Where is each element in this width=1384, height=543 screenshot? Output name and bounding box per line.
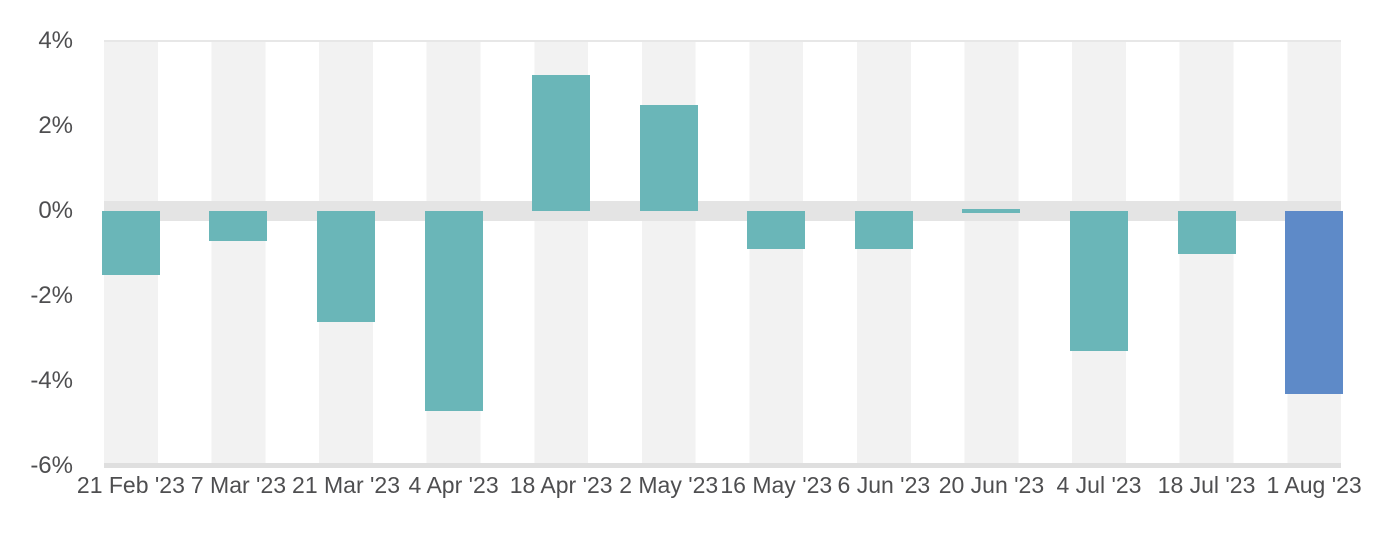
bar-7-mar--23[interactable] [209,211,268,241]
y-axis-label--4pct: -4% [30,367,73,394]
x-axis-label-18-jul--23: 18 Jul '23 [1157,472,1256,498]
bar-4-jul--23[interactable] [1069,211,1128,352]
bar-21-mar--23[interactable] [317,211,376,322]
y-axis-label--6pct: -6% [30,452,73,479]
x-axis-label-7-mar--23: 7 Mar '23 [190,472,287,498]
x-axis-label-16-may--23: 16 May '23 [720,472,833,498]
gridline-4pct [104,40,1341,42]
x-axis-label-21-mar--23: 21 Mar '23 [292,472,400,498]
bar-18-jul--23[interactable] [1177,211,1236,254]
zero-baseline-band [104,201,1341,221]
bar-4-apr--23[interactable] [424,211,483,411]
bar-18-apr--23[interactable] [532,75,591,211]
x-axis-label-4-jul--23: 4 Jul '23 [1056,472,1142,498]
x-axis-label-21-feb--23: 21 Feb '23 [76,472,185,498]
x-axis-label-1-aug--23: 1 Aug '23 [1266,472,1362,498]
bar-21-feb--23[interactable] [101,211,160,275]
bar-1-aug--23[interactable] [1285,211,1344,394]
x-axis-label-6-jun--23: 6 Jun '23 [837,472,931,498]
y-axis-label--2pct: -2% [30,282,73,309]
y-axis-label-2pct: 2% [38,112,73,139]
bar-6-jun--23[interactable] [854,211,913,250]
column-bands-background [104,41,1341,465]
x-axis-label-2-may--23: 2 May '23 [619,472,719,498]
bar-20-jun--23[interactable] [962,209,1021,213]
y-axis-label-0pct: 0% [38,197,73,224]
x-axis-label-4-apr--23: 4 Apr '23 [408,472,499,498]
plot-area [101,40,1344,468]
y-axis-label-4pct: 4% [38,27,73,54]
bar-16-may--23[interactable] [747,211,806,250]
x-axis-label-18-apr--23: 18 Apr '23 [509,472,613,498]
bar-2-may--23[interactable] [639,104,698,211]
x-axis-line [104,463,1341,468]
x-axis-label-20-jun--23: 20 Jun '23 [938,472,1045,498]
